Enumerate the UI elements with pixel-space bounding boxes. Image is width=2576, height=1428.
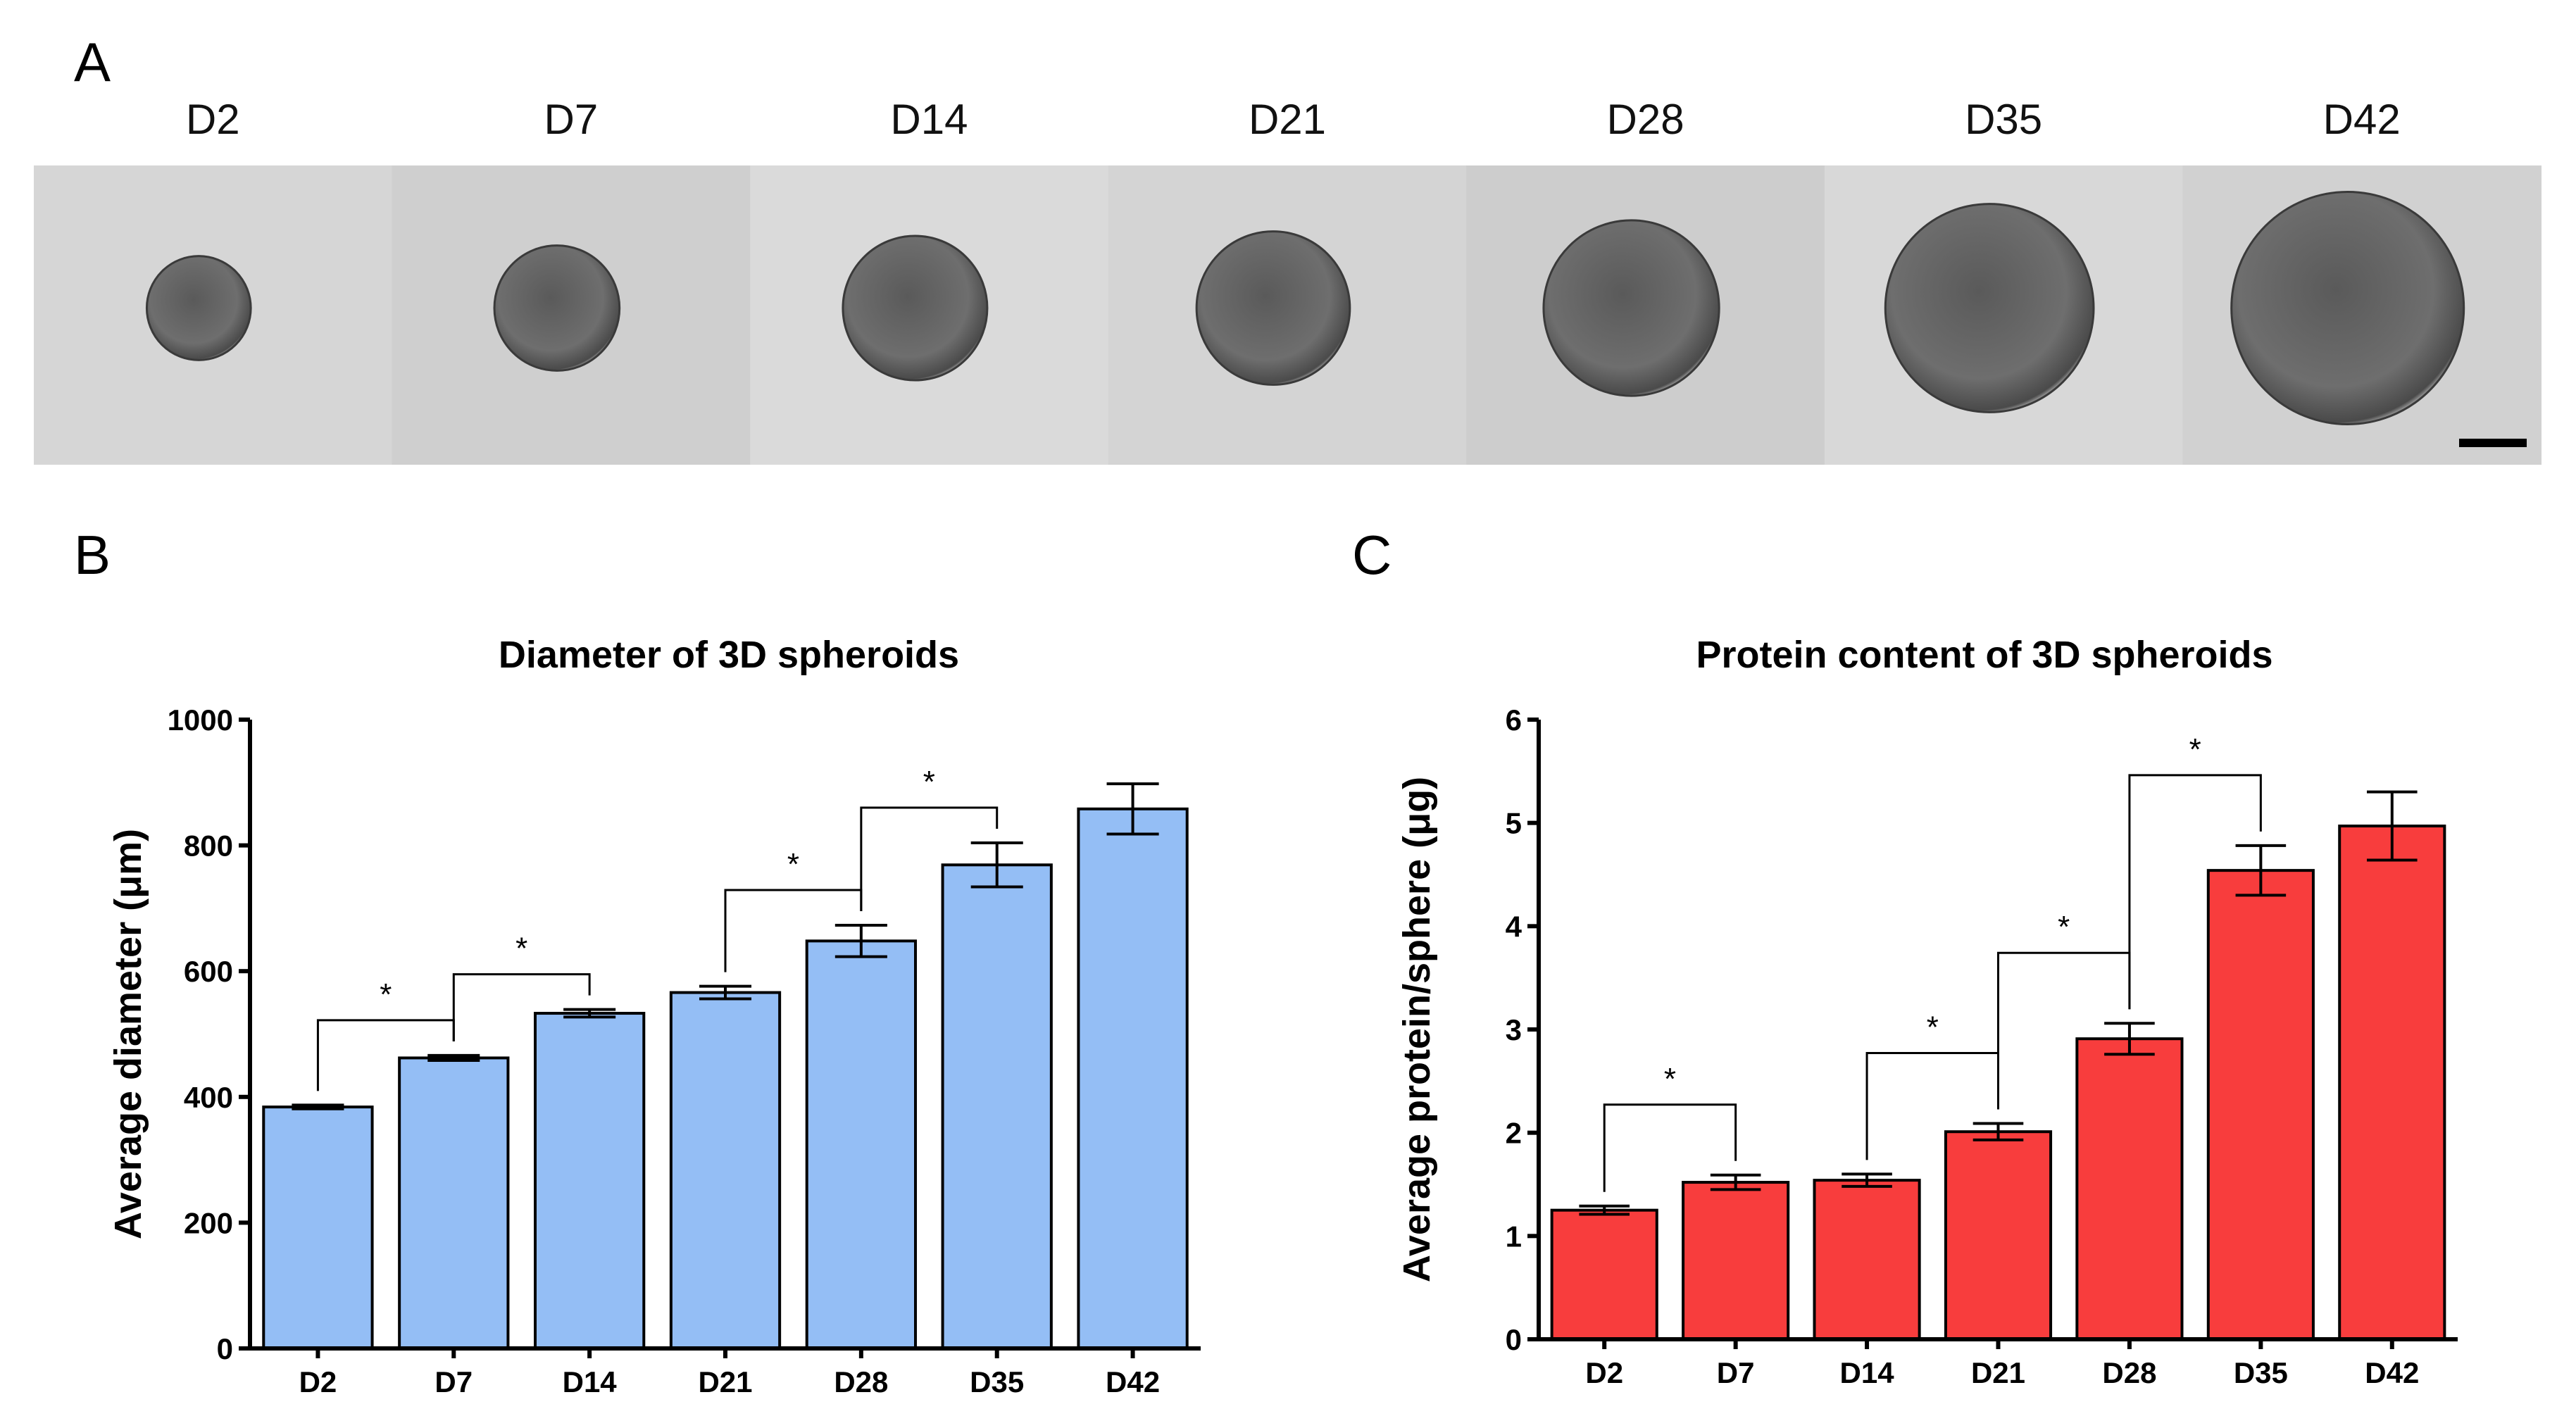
- y-axis-label: Average diameter (μm): [107, 829, 149, 1239]
- spheroid-d2: [145, 255, 252, 361]
- significance-star: *: [2058, 910, 2070, 944]
- bar-d35: [2206, 869, 2315, 1341]
- bar-d28: [2075, 1037, 2184, 1341]
- error-bar-d42: [1106, 782, 1159, 836]
- scale-bar: [2459, 439, 2527, 447]
- day-label: D7: [544, 96, 599, 143]
- significance-star: *: [923, 765, 935, 799]
- error-bar-d42: [2366, 790, 2418, 862]
- significance-star: *: [787, 847, 799, 882]
- significance-bracket: [860, 806, 999, 912]
- day-label: D28: [1607, 96, 1684, 143]
- bar-d42: [1077, 807, 1189, 1350]
- diameter-chart: Diameter of 3D spheroids Average diameter…: [107, 634, 1201, 1398]
- axes: [248, 720, 1201, 1351]
- day-label: D2: [186, 96, 240, 143]
- y-tick-label: 200: [184, 1206, 233, 1239]
- y-tick-label: 6: [1506, 703, 1522, 737]
- y-axis-label: Average protein/sphere (μg): [1396, 777, 1438, 1282]
- error-bar-d2: [292, 1103, 344, 1110]
- x-tick-label: D7: [1717, 1356, 1755, 1389]
- y-tick-label: 600: [184, 955, 233, 988]
- y-tick-label: 4: [1506, 910, 1523, 943]
- error-bar-d7: [427, 1053, 480, 1063]
- x-tick-label: D2: [1585, 1356, 1623, 1389]
- y-tick-label: 1000: [168, 703, 233, 737]
- error-bar-d28: [834, 924, 887, 958]
- significance-bracket: [452, 973, 591, 1041]
- error-bar-d2: [1579, 1204, 1630, 1216]
- spheroid-d7: [493, 244, 621, 372]
- bar-d2: [1550, 1208, 1658, 1341]
- significance-star: *: [1927, 1010, 1939, 1044]
- bar-d14: [534, 1012, 646, 1350]
- bar-d21: [1944, 1130, 2053, 1341]
- error-bar-d35: [970, 841, 1023, 889]
- spheroid-d35: [1884, 203, 2095, 413]
- x-tick-label: D7: [434, 1365, 473, 1398]
- significance-star: *: [515, 932, 527, 966]
- day-label: D42: [2323, 96, 2401, 143]
- y-tick-label: 0: [1506, 1323, 1522, 1356]
- panel-label-a: A: [74, 31, 111, 93]
- x-tick-label: D21: [698, 1365, 752, 1398]
- significance-bracket: [2128, 774, 2262, 1010]
- day-label: D35: [1965, 96, 2042, 143]
- significance-star: *: [1664, 1062, 1676, 1096]
- x-tick-label: D28: [2102, 1356, 2156, 1389]
- error-bar-d35: [2235, 844, 2287, 897]
- error-bar-d21: [1972, 1122, 2024, 1141]
- x-tick-label: D35: [2234, 1356, 2288, 1389]
- x-tick-label: D42: [2365, 1356, 2419, 1389]
- micrograph-strip: D2 D7 D14 D21 D28 D35 D42: [34, 96, 2541, 465]
- spheroid-d42: [2230, 191, 2465, 425]
- error-bar-d7: [1710, 1173, 1761, 1191]
- y-tick-label: 1: [1506, 1220, 1522, 1253]
- bar-d7: [398, 1056, 510, 1350]
- bar-d42: [2338, 825, 2446, 1341]
- chart-title: Protein content of 3D spheroids: [1696, 634, 2272, 676]
- y-tick-label: 3: [1506, 1013, 1522, 1046]
- spheroid-d28: [1542, 219, 1720, 397]
- x-tick-label: D14: [1840, 1356, 1895, 1389]
- panel-label-c: C: [1352, 524, 1392, 586]
- bar-d21: [669, 991, 782, 1350]
- x-tick-label: D42: [1106, 1365, 1160, 1398]
- bar-d28: [805, 939, 917, 1351]
- protein-chart: Protein content of 3D spheroids Average p…: [1396, 634, 2458, 1389]
- x-tick-label: D21: [1971, 1356, 2025, 1389]
- bar-d7: [1682, 1181, 1790, 1341]
- chart-title: Diameter of 3D spheroids: [499, 634, 959, 676]
- y-tick-label: 2: [1506, 1117, 1522, 1150]
- x-tick-label: D14: [563, 1365, 618, 1398]
- spheroid-d21: [1195, 230, 1351, 386]
- error-bar-d14: [1842, 1172, 1892, 1188]
- x-tick-label: D2: [299, 1365, 337, 1398]
- bar-d2: [262, 1106, 374, 1350]
- y-tick-label: 0: [217, 1332, 233, 1365]
- significance-star: *: [380, 977, 392, 1012]
- significance-bracket: [1603, 1103, 1737, 1192]
- significance-star: *: [2189, 732, 2201, 767]
- y-tick-label: 400: [184, 1081, 233, 1114]
- axes: [1537, 720, 2458, 1341]
- error-bar-d28: [2104, 1022, 2155, 1056]
- spheroid-d14: [842, 234, 989, 382]
- y-tick-label: 5: [1506, 807, 1522, 840]
- bar-d35: [941, 863, 1053, 1350]
- day-label: D21: [1249, 96, 1326, 143]
- x-tick-label: D28: [834, 1365, 888, 1398]
- day-label: D14: [890, 96, 968, 143]
- y-tick-label: 800: [184, 829, 233, 863]
- error-bar-d21: [699, 984, 752, 1001]
- error-bar-d14: [563, 1008, 616, 1019]
- bar-d14: [1813, 1179, 1921, 1341]
- x-tick-label: D35: [970, 1365, 1024, 1398]
- panel-label-b: B: [74, 524, 111, 586]
